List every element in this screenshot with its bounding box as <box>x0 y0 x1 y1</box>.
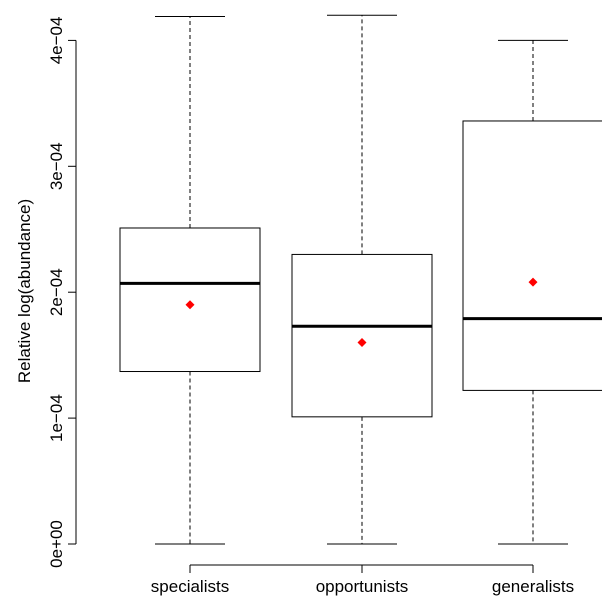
box-opportunists <box>291 14 433 545</box>
boxes-group <box>119 14 602 545</box>
y-tick-label: 3e−04 <box>47 142 66 190</box>
box-specialists <box>119 15 261 545</box>
iqr-box <box>462 120 602 391</box>
y-tick-label: 2e−04 <box>47 268 66 316</box>
x-tick-label: specialists <box>151 577 229 596</box>
y-tick-label: 1e−04 <box>47 394 66 442</box>
mean-marker <box>185 300 195 310</box>
mean-marker <box>528 277 538 287</box>
y-axis: 0e+00 1e−04 2e−04 3e−04 4e−04 <box>47 17 77 568</box>
y-tick-label: 0e+00 <box>47 520 66 568</box>
y-axis-title: Relative log(abundance) <box>15 199 34 383</box>
y-tick-label: 4e−04 <box>47 17 66 65</box>
iqr-box <box>119 227 261 373</box>
x-tick-label: opportunists <box>316 577 409 596</box>
x-axis: specialists opportunists generalists <box>151 564 574 596</box>
iqr-box <box>291 253 433 418</box>
x-tick-label: generalists <box>492 577 574 596</box>
mean-marker <box>357 338 367 348</box>
box-generalists <box>462 39 602 545</box>
